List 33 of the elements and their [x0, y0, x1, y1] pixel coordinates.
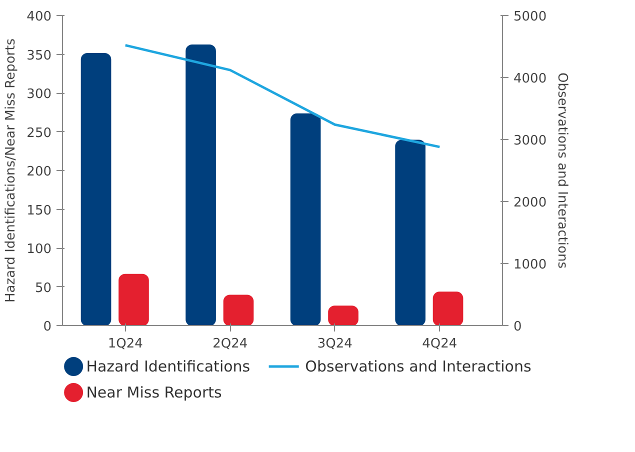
- y2-tick-label: 0: [514, 320, 522, 334]
- x-tick-label: 4Q24: [422, 336, 458, 352]
- bar: [432, 292, 464, 326]
- y2-tick-label: 3000: [514, 134, 547, 148]
- bar: [186, 44, 216, 326]
- legend-label: Hazard Identifications: [86, 358, 250, 376]
- y-tick-label: 0: [43, 320, 52, 334]
- y-tick-label: 300: [26, 87, 52, 102]
- y-axis-title: Hazard Identifications/Near Miss Reports: [4, 38, 19, 302]
- y-tick-label: 350: [26, 48, 52, 64]
- y-tick-label: 200: [26, 164, 52, 180]
- bar: [328, 306, 358, 326]
- y2-tick-label: 1000: [514, 258, 547, 272]
- y-tick-label: 400: [26, 10, 52, 24]
- y2-tick-label: 2000: [514, 196, 547, 210]
- bar: [118, 274, 149, 326]
- x-tick-label: 1Q24: [108, 336, 143, 352]
- y-tick-label: 100: [26, 242, 52, 257]
- y2-axis-title: Observations and Interactions: [554, 72, 570, 269]
- bar: [395, 140, 426, 326]
- y-tick-label: 150: [26, 203, 52, 218]
- y2-tick-label: 5000: [514, 10, 547, 24]
- legend-label: Observations and Interactions: [305, 358, 532, 376]
- y-tick-label: 250: [26, 126, 52, 141]
- bar: [290, 113, 321, 326]
- legend-label: Near Miss Reports: [86, 384, 222, 402]
- y-tick-label: 50: [34, 280, 52, 296]
- x-tick-label: 2Q24: [212, 336, 248, 352]
- bar: [223, 294, 254, 326]
- y2-tick-label: 4000: [514, 72, 547, 86]
- bar: [80, 52, 112, 326]
- line-series: [124, 44, 441, 148]
- x-tick-label: 3Q24: [317, 336, 352, 352]
